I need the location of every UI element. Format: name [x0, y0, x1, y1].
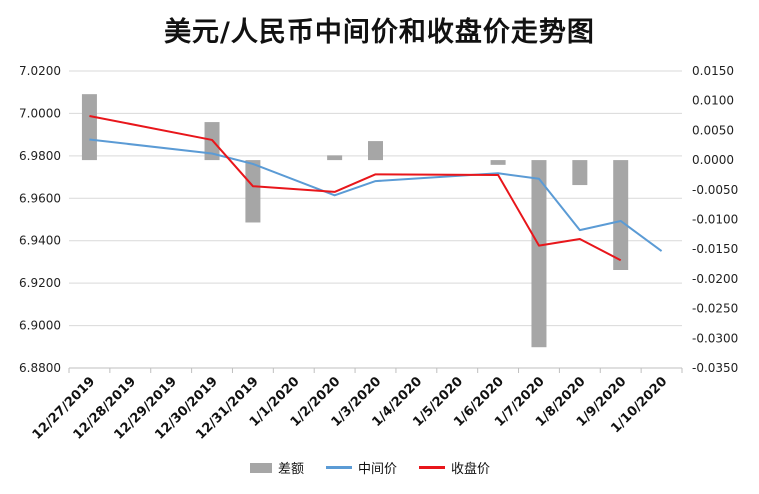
left-tick-label: 6.9800 [19, 149, 61, 163]
left-tick-label: 6.9600 [19, 191, 61, 205]
left-tick-label: 6.9400 [19, 234, 61, 248]
right-tick-label: 0.0150 [692, 64, 734, 78]
bar-diff [613, 160, 629, 270]
right-tick-label: -0.0150 [692, 242, 738, 256]
legend-item-mid: 中间价 [326, 458, 397, 477]
left-tick-label: 6.9200 [19, 276, 61, 290]
right-tick-label: -0.0300 [692, 331, 738, 345]
legend: 差额 中间价 收盘价 [250, 458, 512, 477]
bar-diff [245, 160, 261, 223]
left-tick-label: 6.8800 [19, 361, 61, 375]
left-tick-label: 7.0200 [19, 64, 61, 78]
right-tick-label: 0.0000 [692, 153, 734, 167]
right-tick-label: -0.0350 [692, 361, 738, 375]
legend-swatch-bar [250, 462, 272, 473]
right-tick-label: -0.0050 [692, 183, 738, 197]
legend-item-bar: 差额 [250, 458, 304, 477]
line-mid-price [89, 138, 663, 252]
right-tick-label: -0.0200 [692, 272, 738, 286]
bar-diff [368, 141, 383, 161]
bar-diff [531, 160, 547, 348]
legend-label-close: 收盘价 [451, 462, 491, 477]
right-tick-label: -0.0100 [692, 213, 738, 227]
line-close-price [89, 114, 622, 262]
legend-label-mid: 中间价 [358, 462, 398, 477]
left-tick-label: 7.0000 [19, 106, 61, 120]
bar-diff [490, 160, 506, 165]
right-tick-label: 0.0050 [692, 123, 734, 137]
left-tick-label: 6.9000 [19, 319, 61, 333]
legend-label-bar: 差额 [278, 462, 305, 477]
chart-title: 美元/人民币中间价和收盘价走势图 [164, 17, 595, 48]
right-tick-label: -0.0250 [692, 302, 738, 316]
bar-diff [327, 155, 343, 161]
bar-diff [572, 160, 588, 186]
legend-swatch-mid [326, 466, 353, 469]
bar-diff [81, 94, 97, 161]
right-tick-label: 0.0100 [692, 94, 734, 108]
legend-item-close: 收盘价 [419, 458, 490, 477]
legend-swatch-close [419, 466, 446, 469]
